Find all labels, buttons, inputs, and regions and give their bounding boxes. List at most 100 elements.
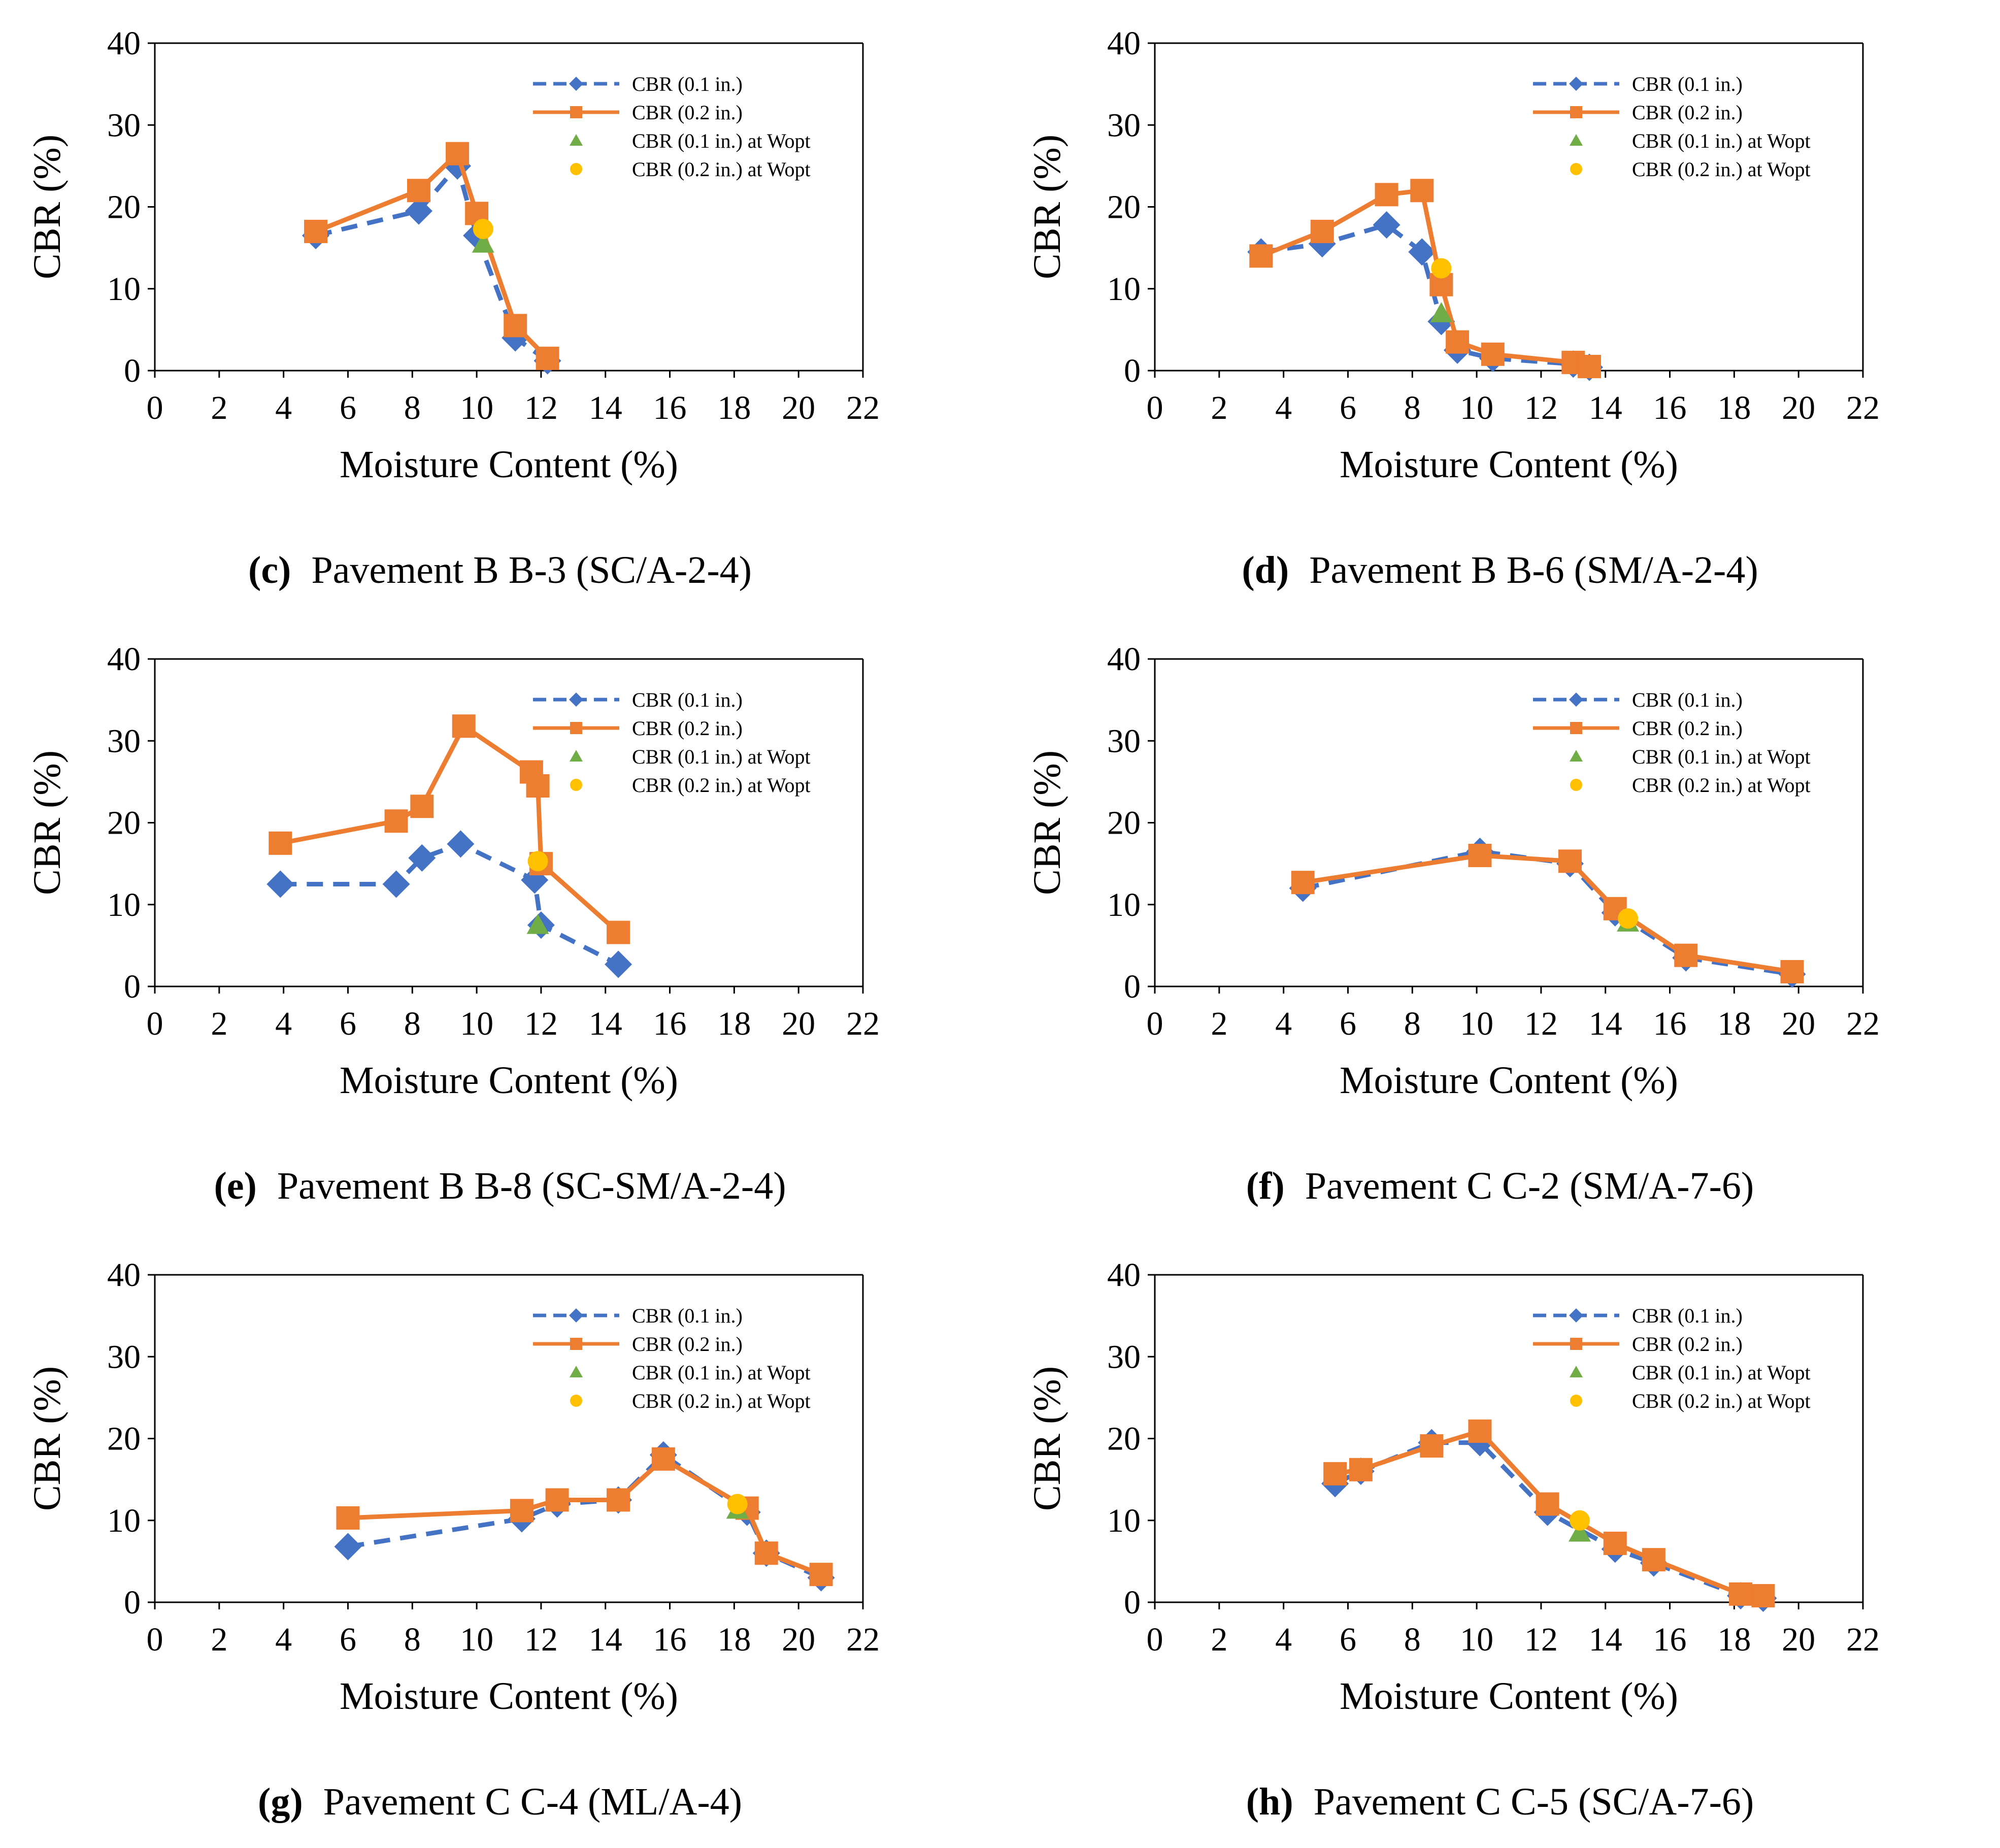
y-axis-title: CBR (%): [26, 750, 69, 895]
x-tick-label: 16: [653, 1621, 687, 1658]
chart-panel-f: 0 2 4 6 8 10 12 14 16 18 20 22 0 10 20 30 40 Moisture Con…: [1000, 616, 2000, 1232]
y-tick-label: 20: [1107, 805, 1141, 842]
chart-h: 0 2 4 6 8 10 12 14 16 18 20 22 0 10 20 30 40 Moisture Con…: [1026, 1257, 1880, 1718]
x-tick-label: 18: [1717, 1005, 1751, 1042]
y-tick-label: 20: [1107, 1421, 1141, 1458]
x-tick-label: 20: [782, 389, 815, 426]
x-tick-label: 12: [524, 1621, 558, 1658]
x-axis-title: Moisture Content (%): [1340, 1675, 1678, 1718]
legend-label: CBR (0.2 in.): [632, 1333, 743, 1356]
series-line-cbr-02: [1303, 853, 1793, 974]
legend: CBR (0.1 in.) CBR (0.2 in.) CBR (0.1 in.) …: [533, 688, 811, 797]
point-cbr-02: [410, 795, 434, 818]
x-tick-label: 6: [340, 1005, 356, 1042]
point-cbr-02: [1291, 871, 1315, 895]
point-cbr-02: [384, 809, 408, 833]
legend-label: CBR (0.1 in.) at Wopt: [632, 745, 811, 768]
point-cbr-02: [510, 1499, 534, 1523]
x-axis-title: Moisture Content (%): [340, 443, 678, 486]
legend: CBR (0.1 in.) CBR (0.2 in.) CBR (0.1 in.) …: [1533, 73, 1811, 181]
x-tick-label: 2: [211, 1005, 227, 1042]
point-cbr-02-at-wopt: [727, 1494, 748, 1514]
legend-circle-icon: [1570, 163, 1582, 175]
x-tick-label: 22: [846, 389, 880, 426]
x-tick-label: 20: [1782, 1621, 1815, 1658]
legend-label: CBR (0.2 in.) at Wopt: [1632, 158, 1811, 181]
caption-c: (c) Pavement B B-3 (SC/A-2-4): [0, 548, 1000, 592]
chart-panel-d: 0 2 4 6 8 10 12 14 16 18 20 22 0 10 20 30 40 Moisture Con…: [1000, 0, 2000, 616]
point-cbr-02: [1446, 330, 1470, 354]
legend-diamond-icon: [1569, 692, 1583, 707]
point-cbr-01: [405, 197, 432, 225]
point-cbr-02: [651, 1447, 675, 1471]
chart-d: 0 2 4 6 8 10 12 14 16 18 20 22 0 10 20 30 40 Moisture Con…: [1026, 25, 1880, 486]
point-cbr-02: [545, 1488, 569, 1512]
legend-diamond-icon: [1569, 1308, 1583, 1323]
legend-label: CBR (0.1 in.): [632, 73, 743, 95]
caption-tag: (e): [214, 1165, 257, 1207]
caption-tag: (d): [1242, 549, 1289, 591]
x-tick-label: 10: [460, 1005, 493, 1042]
legend-diamond-icon: [1569, 77, 1583, 91]
caption-tag: (h): [1246, 1780, 1293, 1823]
legend-label: CBR (0.1 in.) at Wopt: [1632, 129, 1811, 152]
x-tick-label: 14: [589, 389, 622, 426]
point-cbr-02: [754, 1541, 778, 1565]
x-tick-label: 20: [782, 1621, 815, 1658]
point-cbr-01: [1408, 238, 1436, 266]
x-tick-label: 22: [1846, 389, 1880, 426]
y-tick-label: 40: [1107, 1257, 1141, 1294]
y-tick-label: 10: [1107, 271, 1141, 308]
point-cbr-02: [1729, 1582, 1753, 1606]
x-tick-label: 14: [1589, 1621, 1622, 1658]
x-tick-label: 0: [1147, 1621, 1163, 1658]
caption-title: Pavement B B-8 (SC-SM/A-2-4): [277, 1165, 786, 1207]
y-tick-label: 20: [1107, 189, 1141, 226]
x-tick-label: 6: [340, 1621, 356, 1658]
point-cbr-02: [1349, 1458, 1373, 1481]
point-cbr-02: [1642, 1548, 1665, 1572]
y-tick-label: 30: [1107, 1338, 1141, 1375]
y-axis-title: CBR (%): [1026, 135, 1069, 279]
point-cbr-02: [1674, 943, 1698, 967]
caption-f: (f) Pavement C C-2 (SM/A-7-6): [1000, 1164, 2000, 1208]
legend-square-icon: [570, 106, 582, 118]
y-tick-label: 40: [107, 641, 141, 678]
point-cbr-02: [1751, 1584, 1775, 1608]
y-tick-label: 0: [124, 352, 141, 389]
legend-triangle-icon: [570, 1366, 583, 1377]
caption-title: Pavement B B-6 (SM/A-2-4): [1309, 549, 1758, 591]
chart-g: 0 2 4 6 8 10 12 14 16 18 20 22 0 10 20 30 40 Moisture Con…: [26, 1257, 880, 1718]
legend: CBR (0.1 in.) CBR (0.2 in.) CBR (0.1 in.) …: [533, 73, 811, 181]
legend-label: CBR (0.1 in.): [1632, 73, 1743, 95]
x-tick-label: 18: [717, 389, 751, 426]
point-cbr-02: [446, 142, 470, 166]
x-tick-label: 10: [460, 389, 493, 426]
y-tick-label: 10: [107, 1502, 141, 1539]
point-cbr-01-at-wopt: [526, 914, 549, 934]
point-cbr-01: [447, 830, 475, 858]
point-cbr-02: [607, 1488, 630, 1512]
x-tick-label: 16: [1653, 389, 1687, 426]
x-tick-label: 18: [717, 1621, 751, 1658]
point-cbr-02-at-wopt: [1431, 258, 1452, 279]
x-tick-label: 2: [211, 389, 227, 426]
legend-label: CBR (0.2 in.): [632, 717, 743, 740]
legend-diamond-icon: [569, 692, 583, 707]
x-tick-label: 4: [275, 389, 292, 426]
legend-circle-icon: [1570, 1395, 1582, 1407]
x-tick-label: 4: [275, 1621, 292, 1658]
legend-triangle-icon: [570, 750, 583, 762]
legend-triangle-icon: [1570, 1366, 1583, 1377]
y-tick-label: 10: [1107, 1502, 1141, 1539]
x-tick-label: 12: [1524, 1621, 1558, 1658]
y-tick-label: 40: [1107, 25, 1141, 62]
point-cbr-02: [1310, 219, 1334, 243]
chart-panel-h: 0 2 4 6 8 10 12 14 16 18 20 22 0 10 20 30 40 Moisture Con…: [1000, 1232, 2000, 1847]
x-tick-label: 0: [1147, 1005, 1163, 1042]
caption-tag: (g): [258, 1780, 303, 1823]
x-tick-label: 2: [211, 1621, 227, 1658]
x-tick-label: 0: [1147, 389, 1163, 426]
y-tick-label: 30: [107, 107, 141, 144]
legend-circle-icon: [570, 779, 582, 791]
